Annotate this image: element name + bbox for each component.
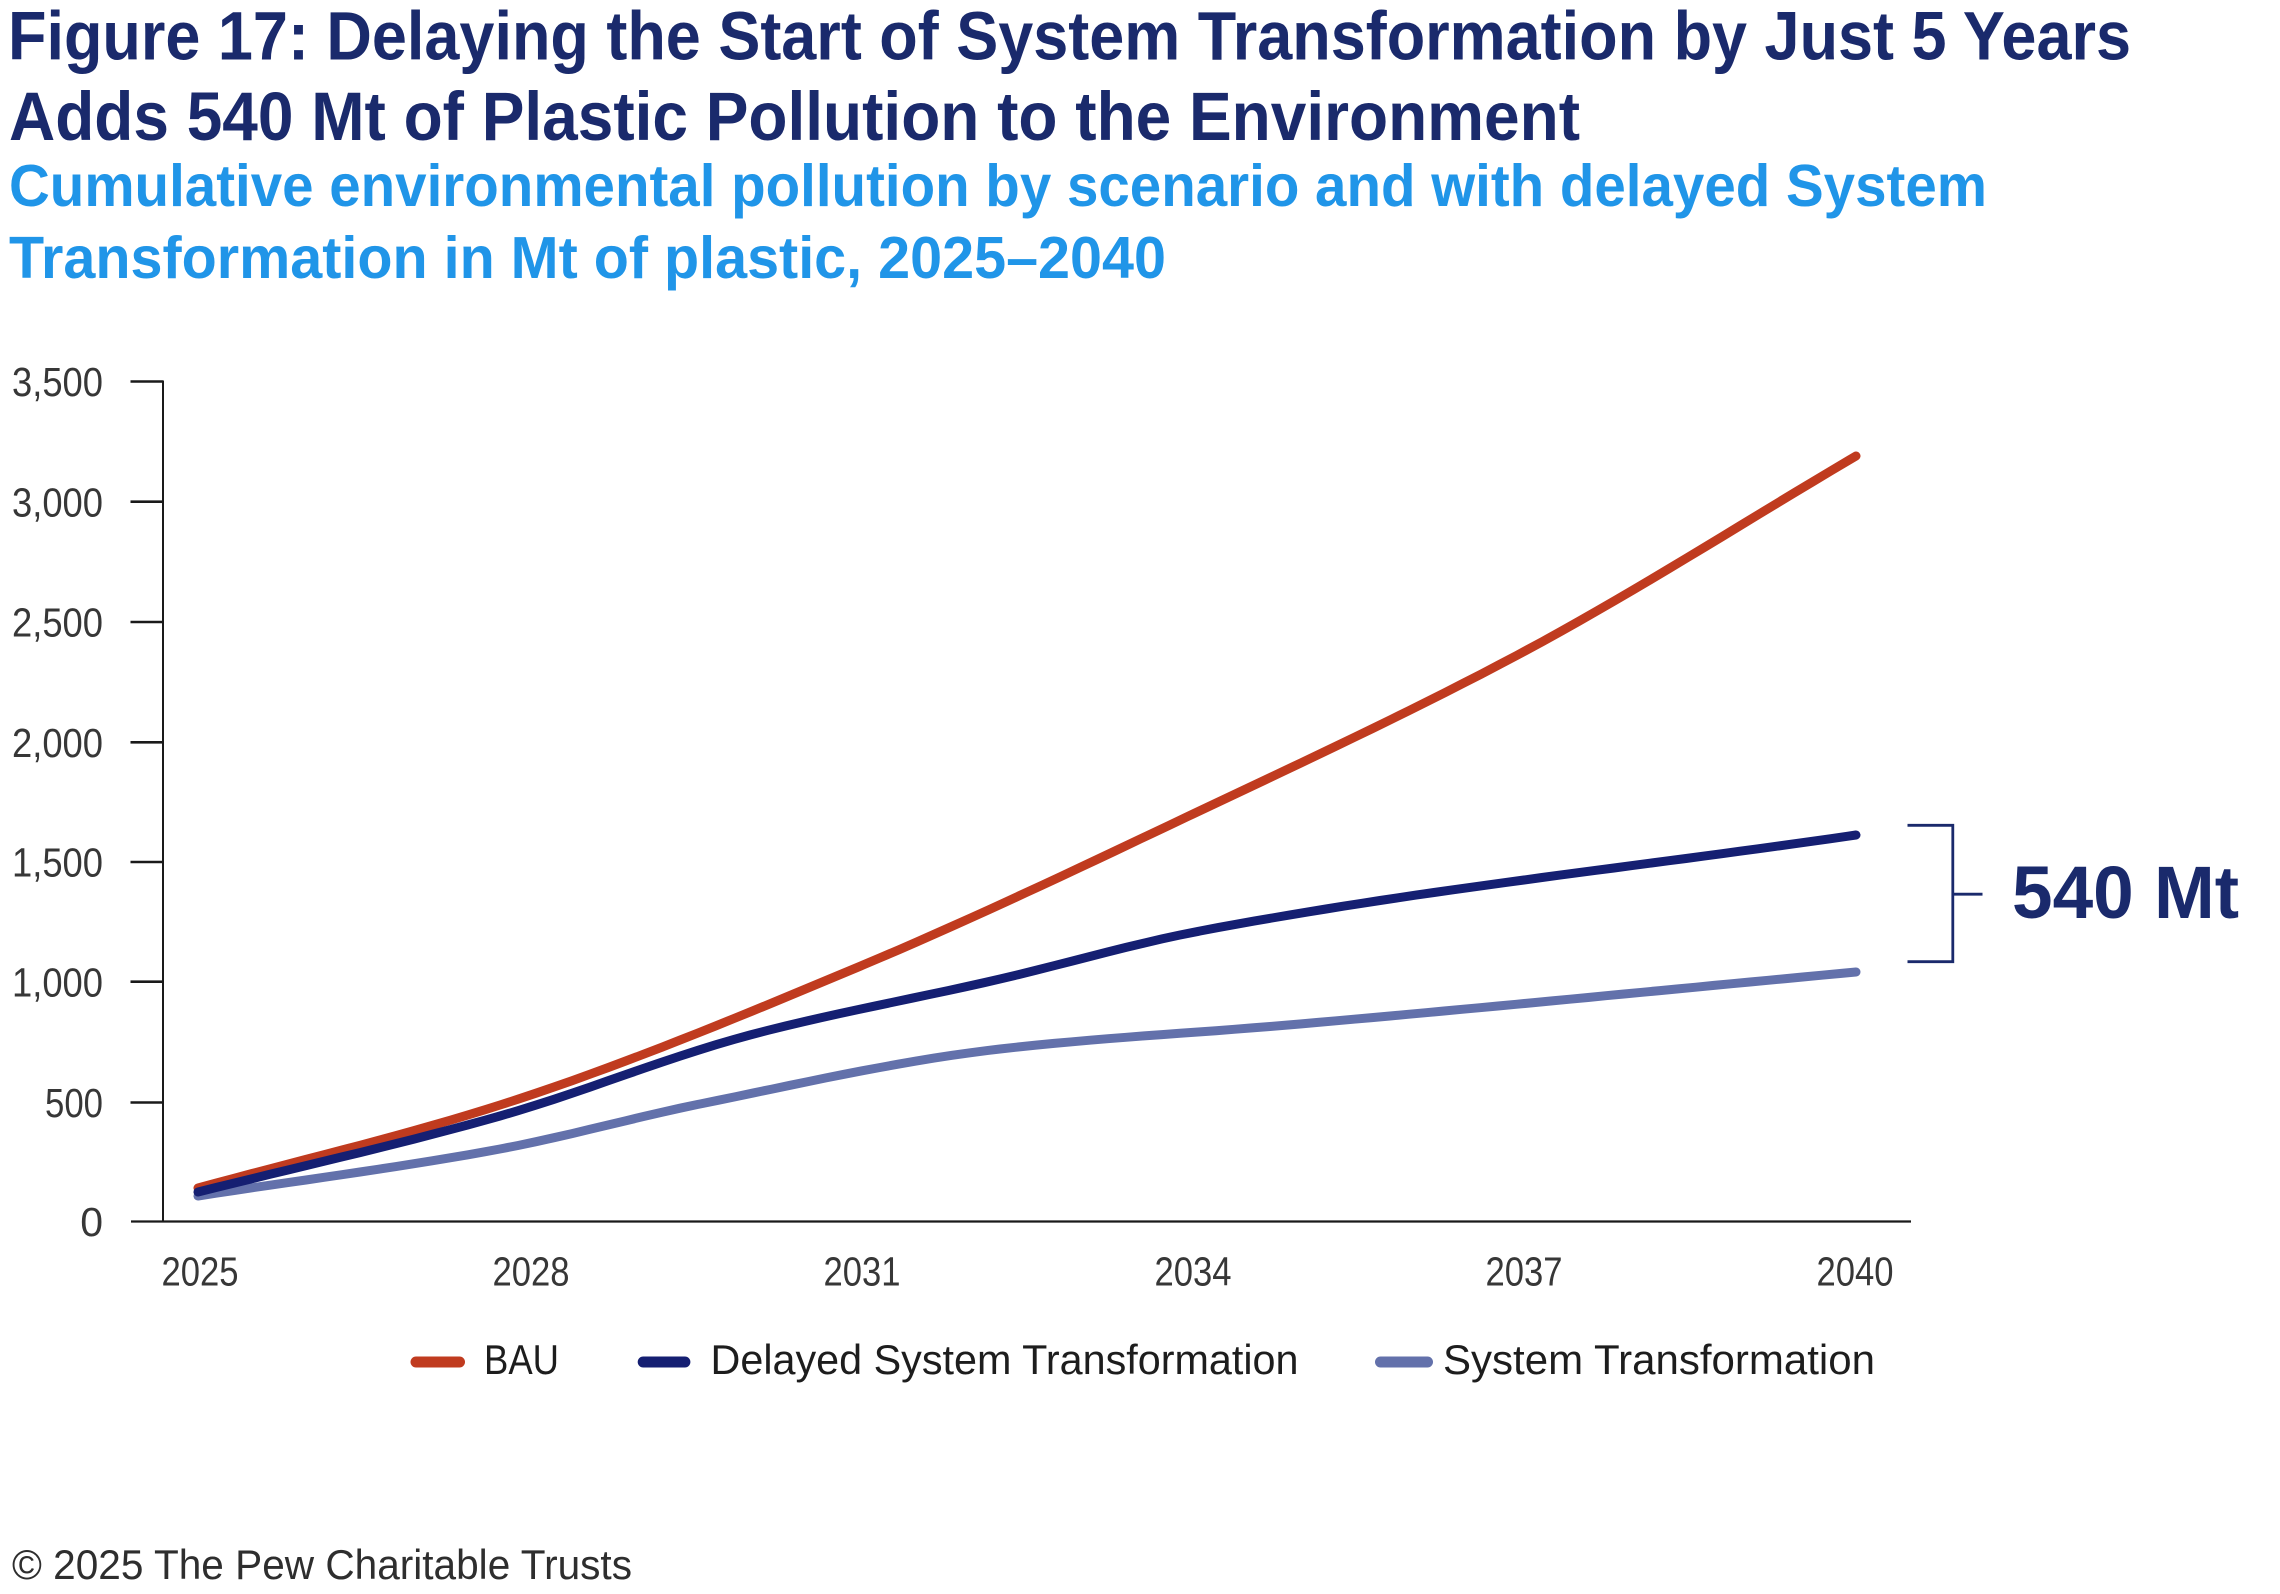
svg-text:© 2025 The Pew Charitable Trus: © 2025 The Pew Charitable Trusts	[12, 1541, 632, 1588]
svg-text:0: 0	[80, 1199, 103, 1245]
svg-text:Transformation in Mt of plasti: Transformation in Mt of plastic, 2025–20…	[9, 225, 1166, 291]
svg-text:System Transformation: System Transformation	[1443, 1336, 1875, 1383]
svg-text:2,500: 2,500	[12, 600, 103, 646]
svg-text:2031: 2031	[824, 1249, 901, 1295]
svg-text:2028: 2028	[493, 1249, 570, 1295]
svg-text:1,000: 1,000	[12, 959, 103, 1005]
svg-text:3,000: 3,000	[12, 479, 103, 525]
svg-text:Delayed System Transformation: Delayed System Transformation	[711, 1336, 1299, 1383]
svg-text:540 Mt: 540 Mt	[2012, 851, 2239, 934]
svg-text:Cumulative environmental pollu: Cumulative environmental pollution by sc…	[9, 153, 1987, 219]
svg-text:Adds 540 Mt of Plastic Polluti: Adds 540 Mt of Plastic Pollution to the …	[9, 78, 1580, 155]
svg-text:2040: 2040	[1817, 1249, 1894, 1295]
svg-text:BAU: BAU	[484, 1336, 559, 1383]
svg-text:2025: 2025	[162, 1249, 239, 1295]
svg-text:Figure 17: Delaying the Start: Figure 17: Delaying the Start of System …	[8, 0, 2131, 75]
svg-text:500: 500	[45, 1080, 103, 1126]
svg-text:1,500: 1,500	[12, 840, 103, 886]
svg-text:2,000: 2,000	[12, 720, 103, 766]
svg-text:3,500: 3,500	[12, 359, 103, 405]
svg-text:2037: 2037	[1486, 1249, 1563, 1295]
svg-text:2034: 2034	[1155, 1249, 1232, 1295]
